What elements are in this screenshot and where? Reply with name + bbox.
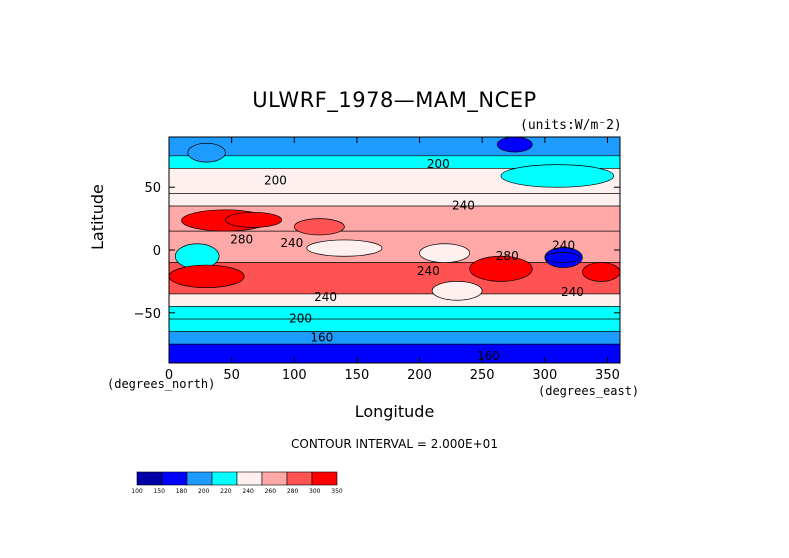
colorbar-label-1: 150	[153, 488, 165, 495]
colorbar-swatch-0	[136, 471, 163, 486]
heatmap-band-0	[169, 137, 620, 157]
colorbar-label-3: 200	[198, 488, 210, 495]
colorbar-swatch-7	[311, 471, 338, 486]
colorbar-label-8: 300	[309, 488, 321, 495]
y-axis-label: Latitude	[88, 184, 107, 250]
colorbar-label-5: 240	[242, 488, 254, 495]
units-note: (units:W/m⁻2)	[520, 118, 622, 133]
contour-label-5: 240	[552, 239, 575, 253]
contour-label-7: 240	[417, 264, 440, 278]
colorbar-swatch-3	[211, 471, 238, 486]
x-tick-label-5: 250	[470, 368, 495, 383]
x-axis-units-note: (degrees_east)	[538, 384, 640, 398]
y-axis-units-note: (degrees_north)	[107, 377, 216, 391]
contour-label-4: 240	[280, 236, 303, 250]
colorbar: 100 150 180 200 220 240 260 280 300 350	[131, 471, 343, 495]
x-tick-label-4: 200	[407, 368, 432, 383]
heatmap-feature-11	[306, 239, 383, 257]
x-tick-label-7: 350	[595, 368, 620, 383]
colorbar-label-4: 220	[220, 488, 232, 495]
heatmap-feature-4	[225, 211, 283, 228]
x-tick-label-0: 0	[165, 368, 173, 383]
contour-label-11: 160	[310, 330, 333, 344]
colorbar-swatch-2	[186, 471, 213, 486]
colorbar-label-0: 100	[131, 488, 143, 495]
contour-interval-text: CONTOUR INTERVAL = 2.000E+01	[291, 437, 498, 451]
colorbar-label-6: 260	[265, 488, 277, 495]
heatmap-feature-1	[187, 142, 226, 163]
colorbar-label-7: 280	[287, 488, 299, 495]
heatmap-feature-6	[544, 252, 581, 263]
heatmap-feature-13	[293, 218, 345, 236]
heatmap-band-8	[169, 306, 620, 320]
colorbar-swatch-5	[261, 471, 288, 486]
x-tick-label-3: 150	[345, 368, 370, 383]
x-axis-ticks: 0 50 100 150 200 250 300 350	[165, 137, 620, 383]
heatmap-band-6	[169, 262, 620, 295]
contour-label-6: 280	[496, 249, 519, 263]
heatmap-band-3	[169, 193, 620, 207]
x-axis-label: Longitude	[354, 402, 435, 421]
heatmap-band-10	[169, 331, 620, 345]
heatmap-feature-9	[169, 264, 245, 289]
colorbar-swatch-1	[161, 471, 188, 486]
heatmap-band-9	[169, 318, 620, 332]
heatmap-feature-8	[469, 255, 533, 282]
heatmap-feature-10	[582, 262, 620, 282]
chart-title: ULWRF_1978—MAM_NCEP	[252, 88, 537, 112]
colorbar-swatch-6	[286, 471, 313, 486]
contour-label-2: 240	[452, 199, 475, 213]
heatmap-cells	[169, 137, 620, 363]
contour-label-10: 200	[289, 312, 312, 326]
y-tick-label-0: −50	[134, 307, 161, 322]
x-tick-label-2: 100	[282, 368, 307, 383]
contour-label-9: 240	[561, 285, 584, 299]
y-tick-label-2: 50	[144, 181, 161, 196]
y-tick-label-1: 0	[153, 244, 161, 259]
contour-label-3: 280	[230, 232, 253, 246]
heatmap-band-7	[169, 293, 620, 307]
heatmap-feature-0	[496, 137, 533, 153]
x-tick-label-6: 300	[532, 368, 557, 383]
contour-label-0: 200	[427, 157, 450, 171]
colorbar-label-2: 180	[176, 488, 188, 495]
contour-label-12: 160	[477, 349, 500, 363]
heatmap-feature-2	[500, 164, 615, 188]
heatmap-feature-12	[419, 243, 471, 263]
y-axis-ticks: −50 0 50	[134, 181, 620, 322]
colorbar-label-9: 350	[331, 488, 343, 495]
contour-label-1: 200	[264, 173, 287, 187]
x-tick-label-1: 50	[223, 368, 240, 383]
heatmap-feature-14	[431, 281, 483, 301]
heatmap-band-11	[169, 343, 620, 363]
contour-label-8: 240	[314, 290, 337, 304]
colorbar-swatch-4	[236, 471, 263, 486]
